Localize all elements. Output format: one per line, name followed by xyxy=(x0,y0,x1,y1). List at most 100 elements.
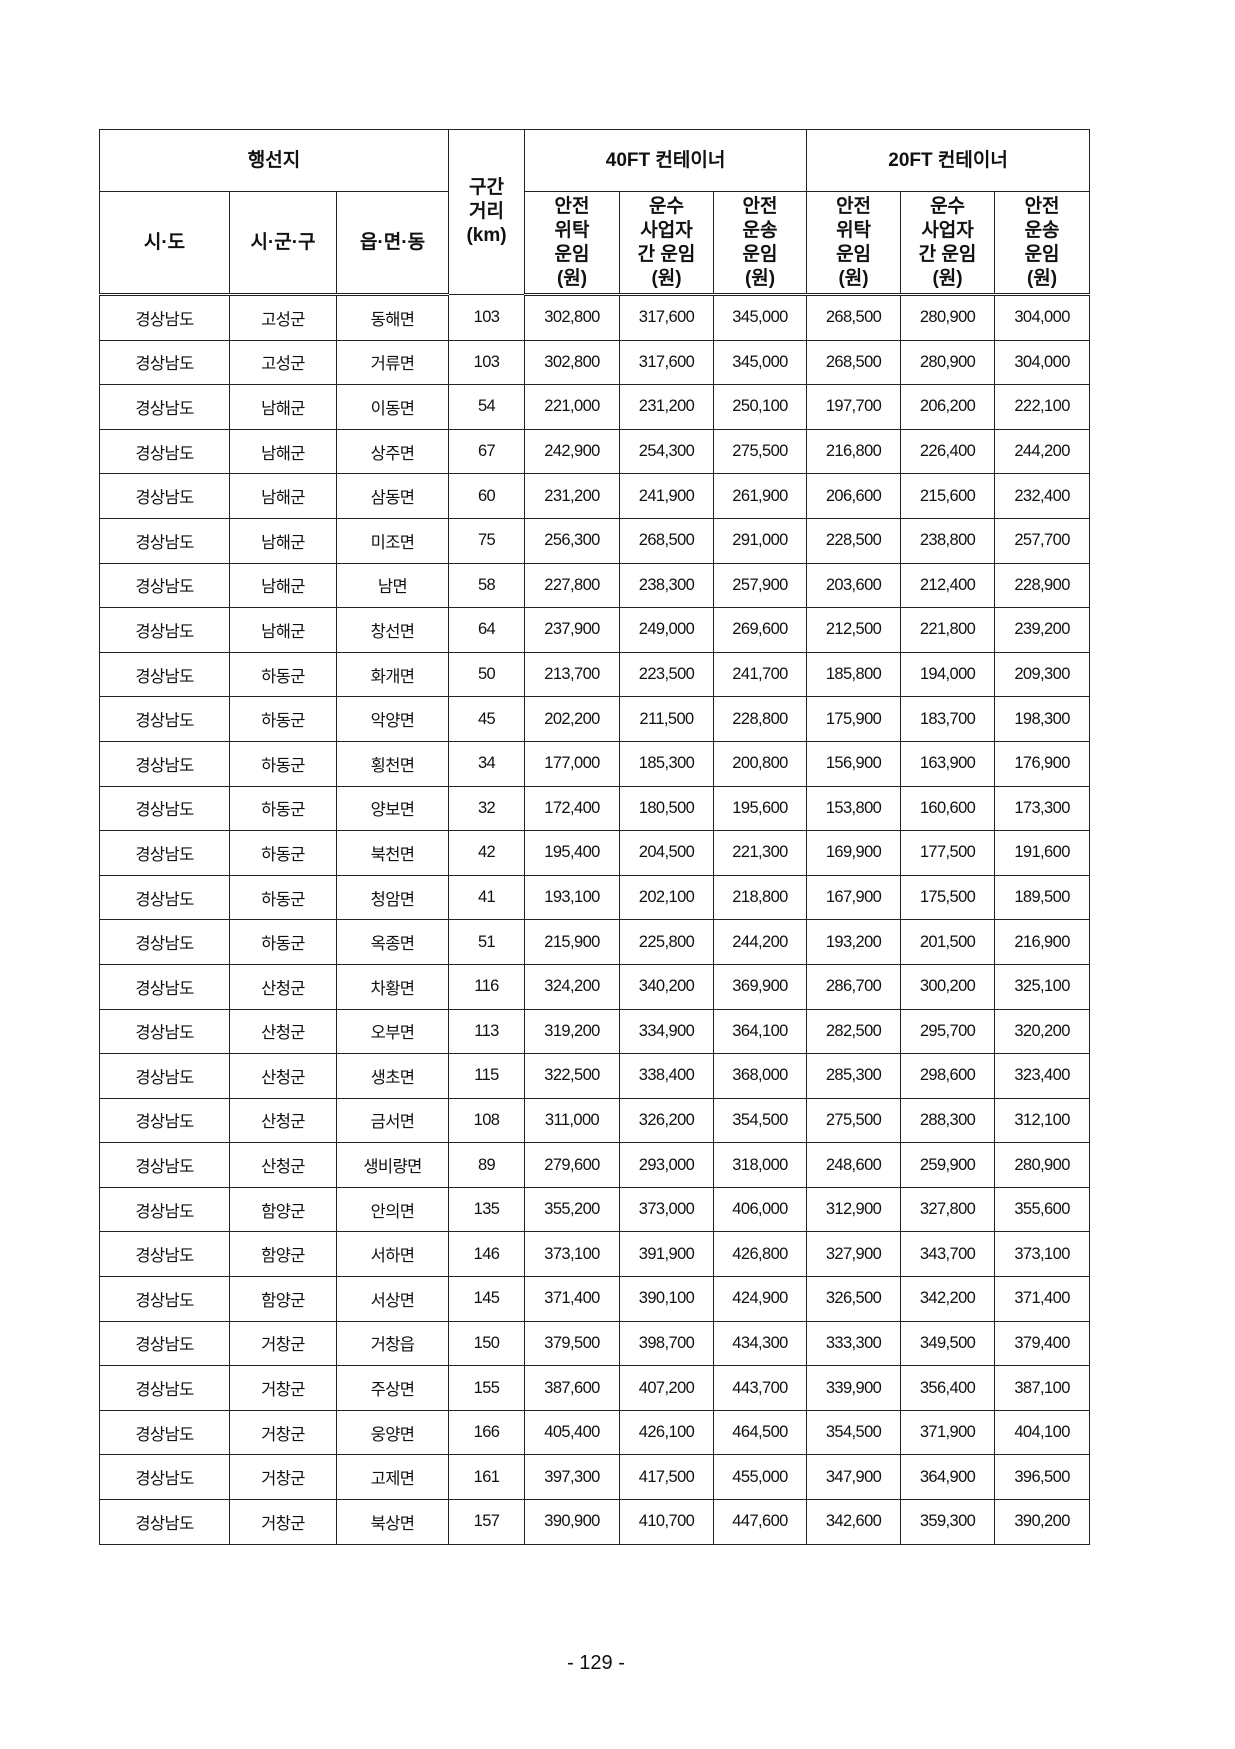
eupmyeondong-cell: 삼동면 xyxy=(335,473,450,519)
20ft-inter-carrier-cell: 300,200 xyxy=(900,963,996,1010)
40ft-safety-transport-cell: 244,200 xyxy=(713,919,808,965)
20ft-safety-consignment-cell: 285,300 xyxy=(806,1053,902,1099)
sido-cell: 경상남도 xyxy=(99,1097,230,1144)
eupmyeondong-cell: 차황면 xyxy=(335,963,450,1010)
40ft-safety-transport-cell: 426,800 xyxy=(713,1231,808,1278)
40ft-safety-consignment-cell: 302,800 xyxy=(524,339,621,386)
20ft-safety-transport-cell: 176,900 xyxy=(994,740,1091,787)
40ft-safety-transport-cell: 221,300 xyxy=(713,830,808,876)
sido-cell: 경상남도 xyxy=(99,1186,230,1233)
20ft-inter-carrier-cell: 206,200 xyxy=(900,384,996,430)
40ft-safety-transport-cell: 455,000 xyxy=(713,1454,808,1501)
distance-cell: 75 xyxy=(448,517,526,564)
40ft-safety-consignment-cell: 195,400 xyxy=(524,830,621,876)
distance-cell: 108 xyxy=(448,1097,526,1144)
20ft-safety-consignment-cell: 282,500 xyxy=(806,1008,902,1055)
table-row: 경상남도 하동군 양보면 32 172,400 180,500 195,600 153,800… xyxy=(99,785,1091,832)
40ft-safety-consignment-cell: 279,600 xyxy=(524,1142,621,1188)
distance-cell: 34 xyxy=(448,740,526,787)
40ft-safety-consignment-cell: 193,100 xyxy=(524,874,621,921)
40ft-safety-consignment-cell: 256,300 xyxy=(524,517,621,564)
20ft-inter-carrier-cell: 215,600 xyxy=(900,473,996,519)
40ft-safety-consignment-cell: 177,000 xyxy=(524,740,621,787)
40ft-safety-consignment-cell: 405,400 xyxy=(524,1409,621,1456)
40ft-inter-carrier-cell: 390,100 xyxy=(619,1276,715,1322)
40ft-inter-carrier-cell: 231,200 xyxy=(619,384,715,430)
20ft-safety-transport-cell: 239,200 xyxy=(994,607,1091,653)
40ft-safety-consignment-cell: 172,400 xyxy=(524,785,621,832)
20ft-safety-consignment-cell: 212,500 xyxy=(806,607,902,653)
table-row: 경상남도 산청군 금서면 108 311,000 326,200 354,500 275,50… xyxy=(99,1097,1091,1144)
eupmyeondong-cell: 서하면 xyxy=(335,1231,450,1278)
20ft-safety-transport-cell: 257,700 xyxy=(994,517,1091,564)
20ft-safety-consignment-cell: 193,200 xyxy=(806,919,902,965)
20ft-safety-transport-cell: 325,100 xyxy=(994,963,1091,1010)
sido-cell: 경상남도 xyxy=(99,874,230,921)
sido-cell: 경상남도 xyxy=(99,1320,230,1367)
distance-cell: 161 xyxy=(448,1454,526,1501)
sigungu-cell: 남해군 xyxy=(229,517,337,564)
40ft-inter-carrier-cell: 185,300 xyxy=(619,740,715,787)
40ft-safety-transport-cell: 261,900 xyxy=(713,473,808,519)
40ft-safety-consignment-cell: 379,500 xyxy=(524,1320,621,1367)
sigungu-cell: 거창군 xyxy=(229,1365,337,1411)
sigungu-cell: 하동군 xyxy=(229,919,337,965)
sigungu-cell: 하동군 xyxy=(229,740,337,787)
distance-cell: 145 xyxy=(448,1276,526,1322)
40ft-safety-transport-cell: 318,000 xyxy=(713,1142,808,1188)
table-row: 경상남도 산청군 생초면 115 322,500 338,400 368,000 285,30… xyxy=(99,1053,1091,1099)
distance-cell: 51 xyxy=(448,919,526,965)
20ft-safety-consignment-cell: 156,900 xyxy=(806,740,902,787)
20ft-safety-consignment-cell: 175,900 xyxy=(806,696,902,742)
40ft-safety-transport-cell: 369,900 xyxy=(713,963,808,1010)
sigungu-cell: 하동군 xyxy=(229,696,337,742)
sido-header: 시·도 xyxy=(99,191,230,296)
40ft-inter-carrier-cell: 391,900 xyxy=(619,1231,715,1278)
20ft-inter-carrier-cell: 221,800 xyxy=(900,607,996,653)
sigungu-cell: 산청군 xyxy=(229,1008,337,1055)
40ft-inter-carrier-cell: 268,500 xyxy=(619,517,715,564)
distance-cell: 116 xyxy=(448,963,526,1010)
eupmyeondong-cell: 옥종면 xyxy=(335,919,450,965)
eupmyeondong-cell: 서상면 xyxy=(335,1276,450,1322)
distance-cell: 166 xyxy=(448,1409,526,1456)
20ft-safety-consignment-cell: 185,800 xyxy=(806,651,902,698)
20ft-safety-consignment-rate-header: 안전 위탁 운임 (원) xyxy=(806,191,902,296)
20ft-inter-carrier-cell: 280,900 xyxy=(900,339,996,386)
20ft-safety-consignment-cell: 326,500 xyxy=(806,1276,902,1322)
sigungu-cell: 함양군 xyxy=(229,1276,337,1322)
distance-cell: 150 xyxy=(448,1320,526,1367)
table-row: 경상남도 거창군 주상면 155 387,600 407,200 443,700 339,90… xyxy=(99,1365,1091,1411)
eupmyeondong-cell: 오부면 xyxy=(335,1008,450,1055)
20ft-safety-consignment-cell: 347,900 xyxy=(806,1454,902,1501)
sido-cell: 경상남도 xyxy=(99,607,230,653)
sido-cell: 경상남도 xyxy=(99,830,230,876)
distance-cell: 89 xyxy=(448,1142,526,1188)
20ft-safety-consignment-cell: 169,900 xyxy=(806,830,902,876)
distance-header: 구간 거리 (km) xyxy=(448,129,526,295)
40ft-inter-carrier-cell: 223,500 xyxy=(619,651,715,698)
table-row: 경상남도 함양군 안의면 135 355,200 373,000 406,000 312,90… xyxy=(99,1186,1091,1233)
sigungu-cell: 산청군 xyxy=(229,1097,337,1144)
eupmyeondong-cell: 상주면 xyxy=(335,428,450,475)
sido-cell: 경상남도 xyxy=(99,740,230,787)
20ft-inter-carrier-cell: 295,700 xyxy=(900,1008,996,1055)
20ft-inter-carrier-cell: 160,600 xyxy=(900,785,996,832)
40ft-safety-consignment-cell: 221,000 xyxy=(524,384,621,430)
20ft-safety-transport-cell: 371,400 xyxy=(994,1276,1091,1322)
40ft-safety-consignment-cell: 387,600 xyxy=(524,1365,621,1411)
20ft-safety-consignment-cell: 206,600 xyxy=(806,473,902,519)
sigungu-cell: 하동군 xyxy=(229,830,337,876)
20ft-safety-transport-cell: 189,500 xyxy=(994,874,1091,921)
sigungu-cell: 고성군 xyxy=(229,339,337,386)
20ft-inter-carrier-cell: 349,500 xyxy=(900,1320,996,1367)
40ft-safety-transport-cell: 443,700 xyxy=(713,1365,808,1411)
20ft-inter-carrier-cell: 194,000 xyxy=(900,651,996,698)
40ft-inter-carrier-cell: 410,700 xyxy=(619,1499,715,1545)
20ft-inter-carrier-cell: 201,500 xyxy=(900,919,996,965)
20ft-safety-consignment-cell: 312,900 xyxy=(806,1186,902,1233)
40ft-container-header: 40FT 컨테이너 xyxy=(524,129,808,192)
40ft-inter-carrier-cell: 225,800 xyxy=(619,919,715,965)
40ft-safety-transport-cell: 250,100 xyxy=(713,384,808,430)
20ft-safety-consignment-cell: 216,800 xyxy=(806,428,902,475)
